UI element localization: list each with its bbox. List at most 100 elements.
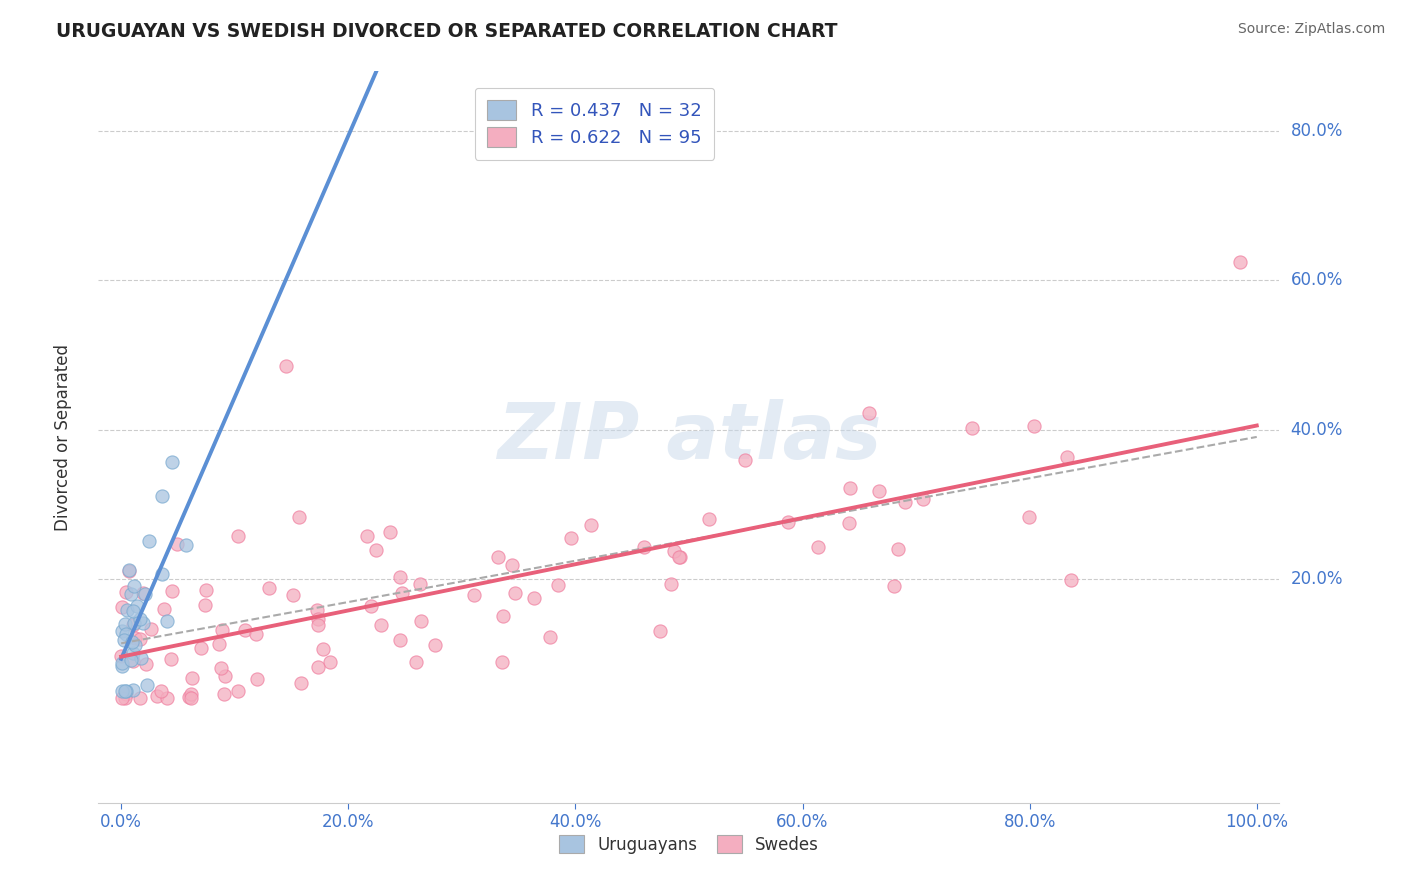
Point (138, 533, 160, 548)
Point (1018, 510, 1040, 524)
Point (114, 616, 136, 631)
Point (1056, 450, 1078, 464)
Point (233, 624, 256, 638)
Point (111, 599, 134, 614)
Point (118, 564, 141, 578)
Text: 80.0%: 80.0% (1291, 122, 1343, 140)
Point (668, 549, 690, 564)
Point (391, 586, 413, 600)
Text: 40.0%: 40.0% (1291, 421, 1343, 439)
Text: 20.0%: 20.0% (1291, 570, 1343, 588)
Point (122, 617, 145, 632)
Point (883, 579, 905, 593)
Point (226, 529, 249, 543)
Point (560, 531, 582, 545)
Point (149, 684, 172, 698)
Point (486, 549, 509, 564)
Point (734, 453, 756, 467)
Point (124, 632, 146, 646)
Point (212, 687, 235, 701)
Point (129, 650, 152, 665)
Point (121, 635, 143, 649)
Point (538, 630, 561, 644)
Point (134, 587, 156, 601)
Point (115, 683, 138, 698)
Point (114, 627, 136, 641)
Point (912, 492, 935, 507)
Point (257, 581, 280, 595)
Point (697, 512, 720, 526)
Point (156, 691, 179, 706)
Point (114, 683, 136, 698)
Text: Source: ZipAtlas.com: Source: ZipAtlas.com (1237, 22, 1385, 37)
Point (380, 524, 402, 539)
Point (122, 647, 145, 661)
Point (115, 584, 138, 599)
Point (181, 671, 204, 685)
Point (115, 687, 138, 701)
Point (668, 550, 690, 565)
Point (111, 691, 134, 706)
Point (211, 661, 233, 675)
Point (1060, 573, 1083, 587)
Point (118, 564, 141, 578)
Point (120, 653, 142, 667)
Point (120, 587, 142, 601)
Point (121, 604, 143, 618)
Legend: Uruguayans, Swedes: Uruguayans, Swedes (553, 829, 825, 860)
Point (129, 691, 152, 706)
Point (153, 602, 176, 616)
Point (111, 657, 134, 671)
Point (110, 648, 132, 663)
Point (111, 658, 134, 673)
Point (131, 586, 153, 600)
Point (245, 627, 267, 641)
Point (124, 579, 146, 593)
Point (579, 517, 602, 532)
Point (128, 632, 150, 646)
Point (160, 455, 183, 469)
Point (214, 669, 236, 683)
Point (776, 515, 799, 529)
Point (194, 599, 217, 613)
Y-axis label: Divorced or Separated: Divorced or Separated (53, 343, 72, 531)
Point (319, 655, 342, 669)
Point (160, 652, 183, 666)
Point (364, 543, 387, 558)
Point (274, 359, 297, 374)
Point (307, 612, 329, 626)
Point (868, 484, 890, 499)
Point (111, 624, 134, 638)
Point (307, 617, 329, 632)
Point (226, 683, 249, 698)
Point (1229, 254, 1251, 268)
Point (360, 599, 382, 614)
Point (124, 638, 146, 652)
Text: 60.0%: 60.0% (1291, 271, 1343, 289)
Point (661, 577, 683, 591)
Point (115, 603, 138, 617)
Point (129, 612, 152, 626)
Point (409, 577, 432, 591)
Point (146, 690, 169, 704)
Point (190, 640, 212, 655)
Point (110, 683, 132, 698)
Point (281, 588, 304, 602)
Point (112, 632, 135, 647)
Point (887, 541, 910, 556)
Point (523, 591, 546, 606)
Point (491, 655, 513, 669)
Point (894, 495, 917, 509)
Point (409, 614, 432, 628)
Point (290, 676, 312, 690)
Point (114, 691, 136, 706)
Point (356, 529, 378, 543)
Point (208, 637, 231, 651)
Point (162, 583, 184, 598)
Point (388, 632, 411, 647)
Point (139, 623, 162, 637)
Point (839, 481, 862, 495)
Point (246, 672, 269, 686)
Point (425, 639, 447, 653)
Point (174, 537, 197, 551)
